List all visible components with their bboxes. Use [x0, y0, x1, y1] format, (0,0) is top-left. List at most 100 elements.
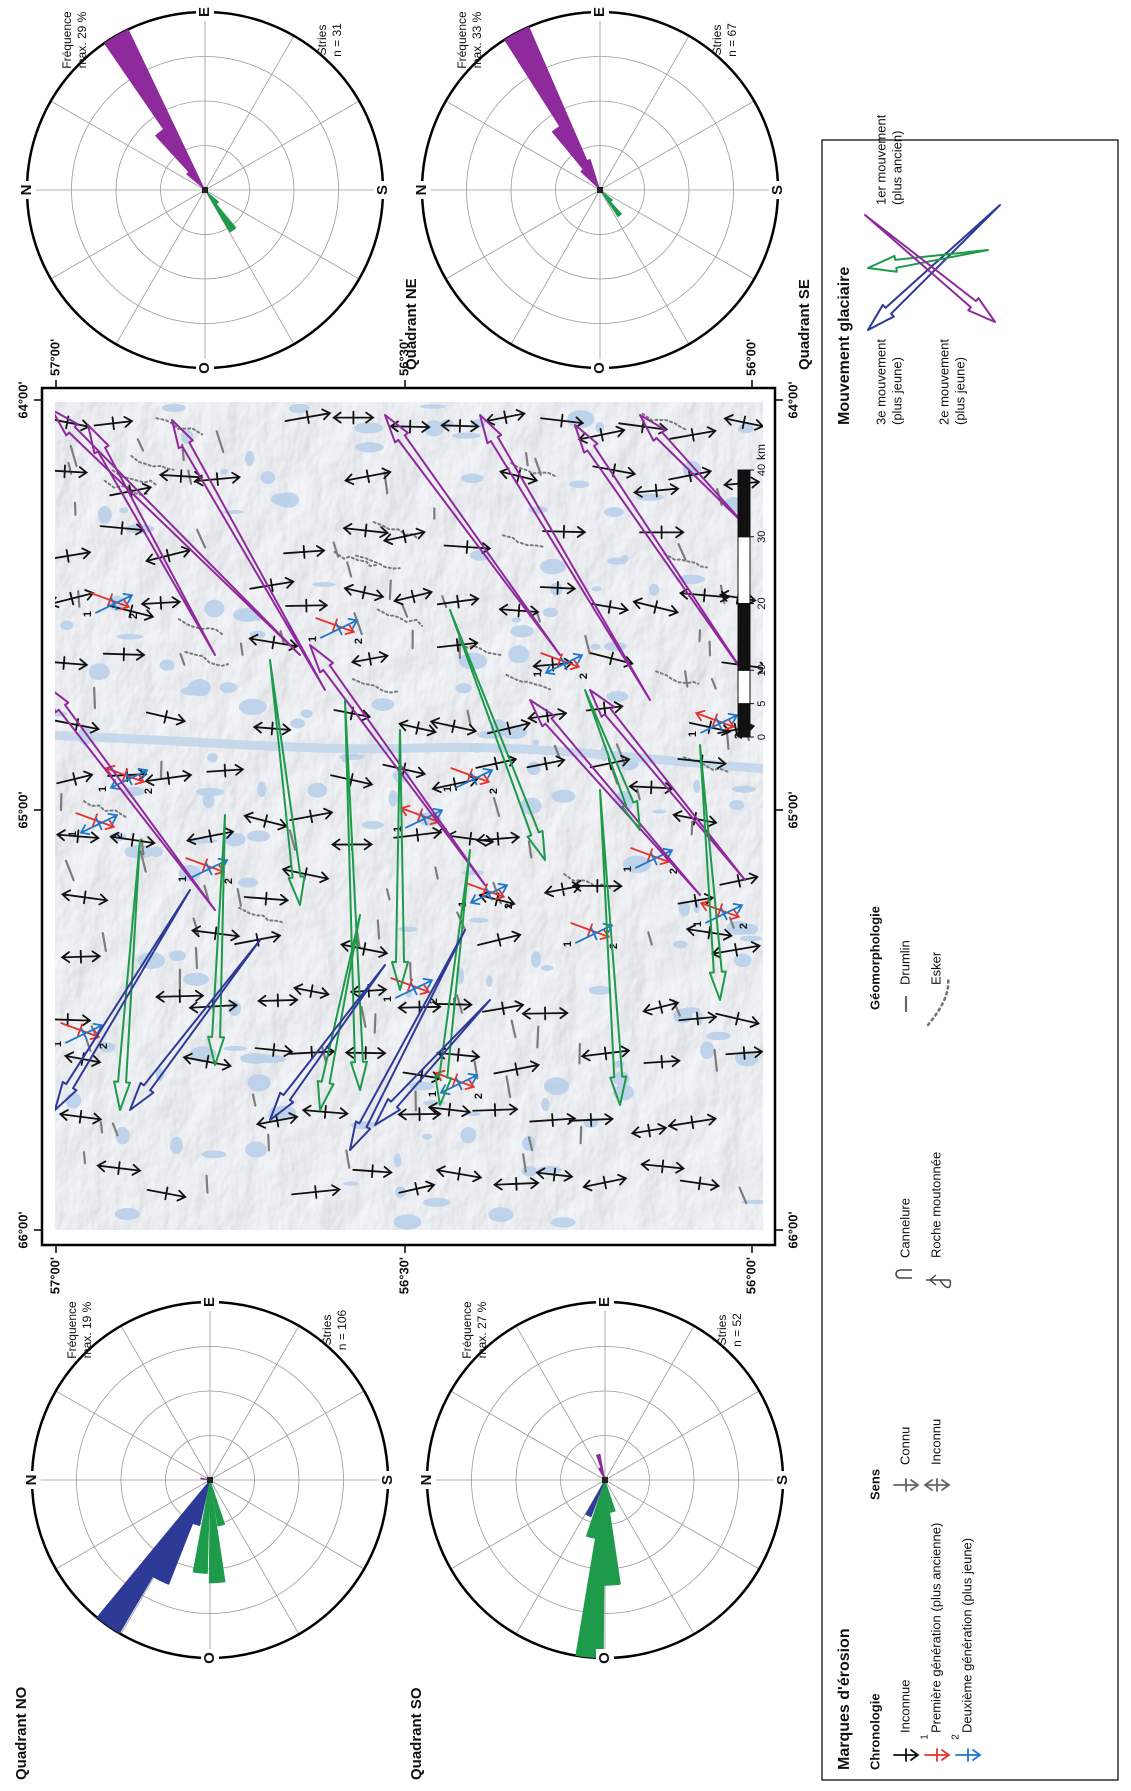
- page: Marques d'érosion et mouvement glaciaire…: [0, 0, 1131, 1791]
- frequency-label: Fréquence: [460, 1301, 474, 1359]
- erosion-arrow: [573, 880, 621, 892]
- erosion-arrow: [391, 421, 429, 433]
- erosion-arrow: [399, 1108, 440, 1120]
- lake: [89, 663, 110, 680]
- lake: [541, 965, 554, 971]
- compass-label: N: [413, 185, 430, 196]
- lake: [188, 679, 211, 696]
- generation-number: 2: [128, 613, 140, 619]
- lake: [394, 1214, 421, 1229]
- drumlin: [84, 1152, 85, 1163]
- lake: [238, 878, 259, 888]
- scale-segment: [738, 670, 750, 703]
- lake: [356, 442, 384, 452]
- lake: [591, 644, 601, 650]
- lake: [569, 480, 589, 488]
- scale-label: 30: [756, 531, 768, 543]
- lake: [362, 821, 384, 829]
- lake: [223, 1046, 247, 1051]
- scale-label: 10: [756, 664, 768, 676]
- legend-label: Inconnu: [928, 1419, 943, 1465]
- sample-label: n = 52: [730, 1313, 744, 1347]
- drumlin: [207, 1176, 208, 1193]
- lake: [521, 1166, 537, 1177]
- lake: [170, 1137, 183, 1154]
- lake: [183, 973, 209, 986]
- lake: [461, 473, 484, 483]
- lake: [423, 1198, 450, 1207]
- legend-label: (plus ancien): [889, 131, 904, 205]
- lake: [257, 781, 266, 797]
- lake: [508, 645, 529, 663]
- lake: [592, 586, 602, 591]
- legend-subtitle: Géomorphologie: [867, 906, 882, 1010]
- lake: [649, 584, 659, 596]
- rose-title: Quadrant SO: [408, 1687, 425, 1780]
- drumlin: [378, 920, 379, 938]
- lake: [732, 786, 756, 793]
- scale-label: 0: [756, 734, 768, 740]
- lake: [224, 833, 246, 847]
- lake: [700, 1042, 714, 1059]
- generation-number: 1: [687, 731, 699, 737]
- lake: [290, 718, 305, 728]
- generation-number: 1: [67, 831, 79, 837]
- generation-number: 2: [488, 788, 500, 794]
- lake: [149, 846, 163, 857]
- lake: [119, 507, 128, 513]
- lake: [673, 940, 688, 948]
- drumlin: [196, 948, 197, 968]
- lake: [486, 975, 492, 987]
- lake: [207, 753, 218, 763]
- erosion-arrow: [142, 597, 180, 609]
- erosion-arrow: [259, 994, 298, 1006]
- generation-number: 2: [578, 673, 590, 679]
- lake: [354, 422, 383, 433]
- frequency-label: Fréquence: [65, 1301, 79, 1359]
- latitude-label: 56°00': [743, 339, 758, 376]
- lake: [621, 555, 629, 562]
- frequency-label: Fréquence: [455, 11, 469, 69]
- generation-number: 1: [692, 921, 704, 927]
- lake: [452, 433, 481, 439]
- legend-label: (plus jeune): [952, 357, 967, 425]
- drumlin: [375, 1014, 376, 1032]
- scale-label: 40: [756, 464, 768, 476]
- lake: [606, 691, 628, 702]
- lake: [245, 451, 254, 467]
- latitude-label: 57°00': [47, 339, 62, 376]
- lake: [422, 1134, 433, 1140]
- rose-center: [602, 1477, 608, 1483]
- lake: [595, 422, 604, 433]
- generation-number: 2: [503, 903, 515, 909]
- compass-label: O: [201, 1652, 218, 1664]
- rose-title: Quadrant SE: [796, 279, 813, 370]
- erosion-arrow: [442, 420, 478, 432]
- scale-segment: [738, 470, 750, 537]
- compass-label: S: [769, 185, 786, 195]
- lake: [162, 404, 186, 412]
- latitude-label: 56°30': [396, 1257, 411, 1294]
- legend-subtitle: Sens: [867, 1469, 882, 1500]
- latitude-label: 57°00': [47, 1257, 62, 1294]
- lake: [673, 1009, 692, 1024]
- lake: [589, 986, 612, 995]
- lake: [706, 1032, 731, 1040]
- legend-title: Marques d'érosion: [836, 1628, 853, 1770]
- sample-label: n = 106: [335, 1309, 349, 1350]
- generation-number: 1: [442, 786, 454, 792]
- compass-label: O: [196, 362, 213, 374]
- lake: [462, 870, 484, 875]
- generation-number: 1: [97, 786, 109, 792]
- lake: [552, 790, 576, 803]
- compass-label: E: [201, 1297, 218, 1307]
- scale-label: 5: [756, 701, 768, 707]
- lake: [729, 800, 744, 810]
- lake: [420, 404, 446, 408]
- lake: [247, 830, 270, 841]
- compass-label: N: [418, 1475, 435, 1486]
- lake: [258, 1055, 286, 1063]
- latitude-label: 56°30': [396, 339, 411, 376]
- lake: [567, 410, 594, 428]
- frequency-label: max. 29 %: [75, 11, 89, 68]
